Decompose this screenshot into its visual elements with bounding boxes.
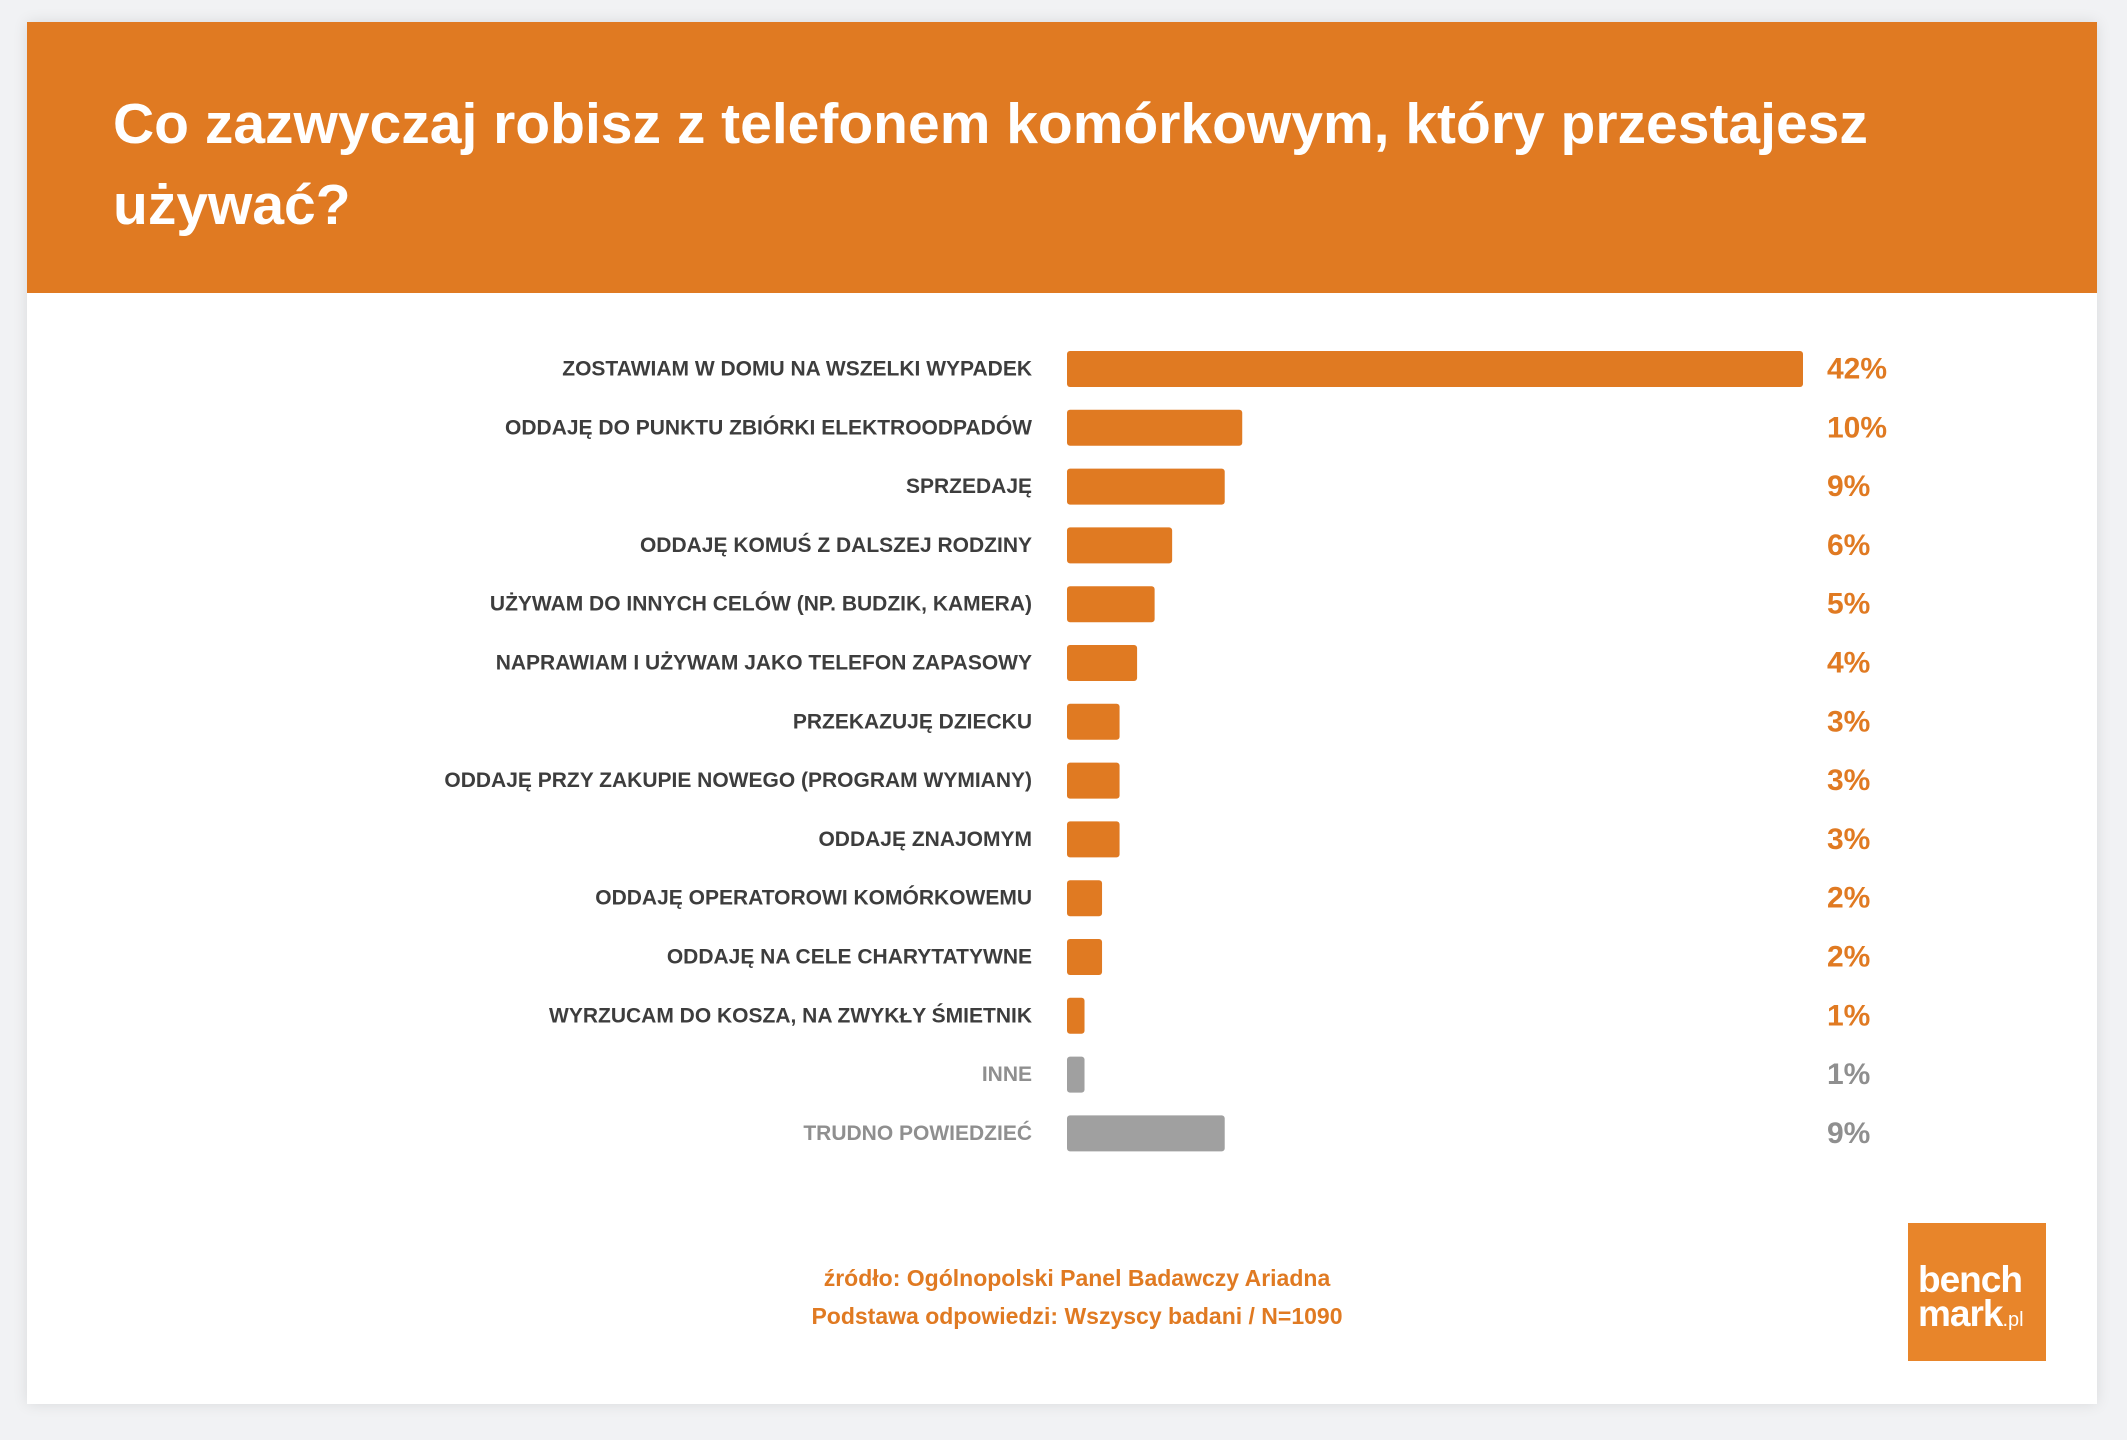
- bar: [1067, 1056, 1085, 1093]
- category-label: ODDAJĘ PRZY ZAKUPIE NOWEGO (PROGRAM WYMI…: [444, 769, 1032, 792]
- bar: [1067, 351, 1803, 387]
- category-label: TRUDNO POWIEDZIEĆ: [803, 1121, 1032, 1145]
- value-label: 1%: [1827, 1058, 1870, 1091]
- category-label: INNE: [982, 1063, 1032, 1086]
- source-note: źródło: Ogólnopolski Panel Badawczy Aria…: [823, 1265, 1331, 1291]
- bar: [1067, 1115, 1225, 1152]
- title-banner: Co zazwyczaj robisz z telefonem komórkow…: [27, 22, 2097, 293]
- value-label: 4%: [1827, 647, 1870, 680]
- bar: [1067, 409, 1243, 446]
- logo-text-top: bench: [1918, 1259, 2023, 1300]
- value-label: 42%: [1827, 353, 1887, 386]
- category-label: NAPRAWIAM I UŻYWAM JAKO TELEFON ZAPASOWY: [496, 652, 1032, 675]
- bar-chart: ZOSTAWIAM W DOMU NA WSZELKI WYPADEK 42% OD…: [444, 351, 1887, 1152]
- value-label: 3%: [1827, 764, 1870, 797]
- chart-card: Co zazwyczaj robisz z telefonem komórkow…: [27, 22, 2097, 1404]
- base-note: Podstawa odpowiedzi: Wszyscy badani / N=…: [811, 1303, 1343, 1329]
- category-label: UŻYWAM DO INNYCH CELÓW (NP. BUDZIK, KAME…: [490, 592, 1032, 616]
- chart-title: Co zazwyczaj robisz z telefonem komórkow…: [113, 92, 1868, 237]
- category-label: SPRZEDAJĘ: [906, 475, 1032, 498]
- value-label: 3%: [1827, 705, 1870, 738]
- category-label: ZOSTAWIAM W DOMU NA WSZELKI WYPADEK: [562, 358, 1032, 381]
- category-label: PRZEKAZUJĘ DZIECKU: [793, 710, 1032, 733]
- bar: [1067, 586, 1155, 623]
- bar: [1067, 645, 1138, 681]
- benchmark-logo: bench mark.pl: [1908, 1223, 2046, 1361]
- logo-text-main: mark: [1918, 1293, 2003, 1334]
- category-label: ODDAJĘ DO PUNKTU ZBIÓRKI ELEKTROODPADÓW: [505, 415, 1032, 439]
- value-label: 6%: [1827, 529, 1870, 562]
- category-label: ODDAJĘ NA CELE CHARYTATYWNE: [667, 946, 1032, 969]
- value-label: 1%: [1827, 999, 1870, 1032]
- bar: [1067, 880, 1103, 917]
- logo-text-bottom: mark.pl: [1918, 1295, 2024, 1339]
- bar: [1067, 703, 1120, 740]
- bar: [1067, 821, 1120, 858]
- category-label: ODDAJĘ OPERATOROWI KOMÓRKOWEMU: [595, 886, 1032, 910]
- value-label: 2%: [1827, 941, 1870, 974]
- value-label: 5%: [1827, 588, 1870, 621]
- bar: [1067, 939, 1103, 975]
- bar: [1067, 468, 1225, 505]
- category-label: ODDAJĘ ZNAJOMYM: [818, 828, 1032, 851]
- value-label: 9%: [1827, 1117, 1870, 1150]
- value-label: 2%: [1827, 882, 1870, 915]
- category-label: WYRZUCAM DO KOSZA, NA ZWYKŁY ŚMIETNIK: [549, 1003, 1032, 1027]
- value-label: 9%: [1827, 470, 1870, 503]
- bar: [1067, 527, 1173, 564]
- logo-text-suffix: .pl: [2002, 1309, 2024, 1331]
- value-label: 3%: [1827, 823, 1870, 856]
- bar: [1067, 997, 1085, 1034]
- category-label: ODDAJĘ KOMUŚ Z DALSZEJ RODZINY: [640, 533, 1032, 557]
- value-label: 10%: [1827, 411, 1887, 444]
- bar: [1067, 762, 1120, 799]
